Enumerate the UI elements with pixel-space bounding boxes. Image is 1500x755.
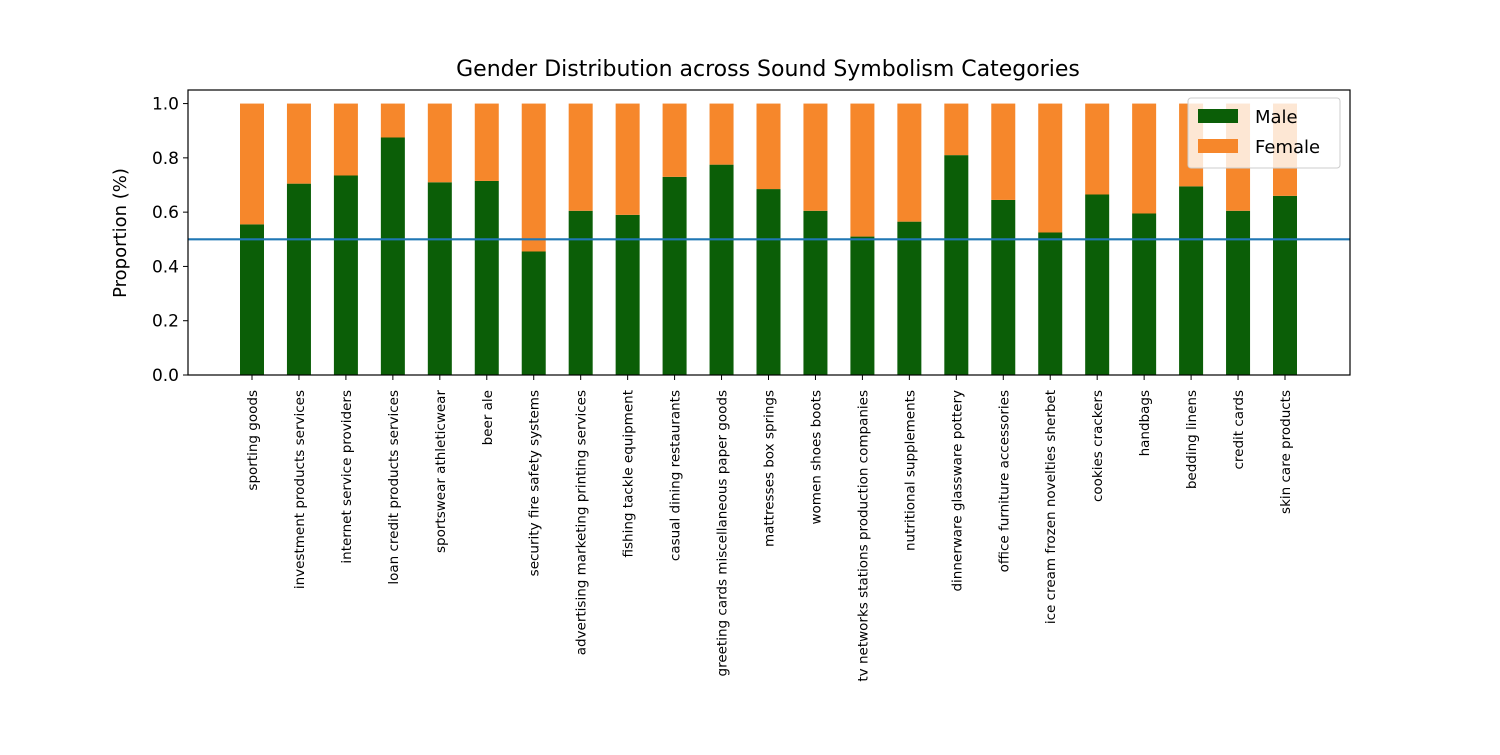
- bar-male-7: [568, 210, 593, 375]
- bar-male-18: [1085, 194, 1110, 375]
- bar-female-12: [803, 103, 828, 211]
- y-tick-label: 0.0: [152, 366, 179, 386]
- bar-male-10: [709, 164, 734, 375]
- bar-male-14: [897, 221, 922, 375]
- bar-male-20: [1179, 186, 1204, 375]
- x-tick-label: loan credit products services: [386, 390, 402, 585]
- y-tick-label: 1.0: [152, 95, 179, 115]
- bar-female-16: [991, 103, 1016, 200]
- y-axis-label: Proportion (%): [110, 168, 131, 298]
- x-tick-label: greeting cards miscellaneous paper goods: [715, 390, 731, 677]
- bar-male-22: [1273, 195, 1297, 375]
- bar-female-4: [427, 103, 452, 183]
- x-tick-label: credit cards: [1231, 390, 1247, 470]
- x-tick-label: sportswear athleticwear: [433, 390, 449, 553]
- bar-male-15: [944, 155, 969, 375]
- chart-title: Gender Distribution across Sound Symboli…: [456, 57, 1080, 82]
- bar-female-6: [521, 103, 546, 252]
- bar-female-14: [897, 103, 922, 222]
- bar-male-11: [756, 189, 781, 375]
- x-tick-label: tv networks stations production companie…: [855, 390, 871, 682]
- x-tick-label: women shoes boots: [808, 390, 824, 525]
- bar-female-8: [615, 103, 640, 215]
- bar-male-4: [427, 182, 452, 375]
- bar-male-19: [1132, 213, 1157, 375]
- bar-female-17: [1038, 103, 1063, 233]
- x-tick-label: fishing tackle equipment: [621, 390, 637, 557]
- bar-male-1: [286, 183, 311, 375]
- bar-male-12: [803, 210, 828, 375]
- bar-male-0: [240, 224, 264, 375]
- bar-male-13: [850, 236, 875, 375]
- bar-male-21: [1226, 210, 1251, 375]
- legend: Male Female: [1187, 97, 1341, 169]
- x-ticks-layer: sporting goods investment products servic…: [245, 375, 1294, 682]
- bar-female-19: [1132, 103, 1157, 214]
- bar-female-0: [240, 103, 264, 225]
- bars-layer: [240, 103, 1297, 375]
- bar-male-3: [380, 137, 405, 375]
- bar-male-5: [474, 180, 499, 375]
- bar-female-5: [474, 103, 499, 181]
- x-tick-label: beer ale: [480, 390, 496, 445]
- bar-female-3: [380, 103, 405, 138]
- x-tick-label: bedding linens: [1184, 390, 1200, 489]
- bar-female-1: [286, 103, 311, 184]
- x-tick-label: advertising marketing printing services: [574, 390, 590, 655]
- y-tick-label: 0.8: [152, 149, 179, 169]
- x-tick-label: dinnerware glassware pottery: [949, 390, 965, 592]
- bar-female-15: [944, 103, 969, 156]
- y-tick-label: 0.6: [152, 203, 179, 223]
- bar-male-16: [991, 199, 1016, 375]
- legend-swatch-female: [1198, 139, 1238, 153]
- x-tick-label: skin care products: [1278, 390, 1294, 514]
- x-tick-label: security fire safety systems: [527, 390, 543, 576]
- legend-label-female: Female: [1255, 137, 1320, 158]
- bar-male-6: [521, 251, 546, 375]
- bar-female-7: [568, 103, 593, 211]
- x-tick-label: handbags: [1137, 390, 1153, 456]
- bar-male-2: [333, 175, 358, 375]
- x-tick-label: cookies crackers: [1090, 390, 1106, 502]
- bar-female-2: [333, 103, 358, 176]
- bar-male-9: [662, 176, 687, 375]
- y-tick-label: 0.2: [152, 312, 179, 332]
- x-tick-label: mattresses box springs: [762, 390, 778, 547]
- bar-female-10: [709, 103, 734, 165]
- legend-swatch-male: [1198, 109, 1238, 123]
- x-tick-label: office furniture accessories: [996, 390, 1012, 572]
- bar-female-9: [662, 103, 687, 177]
- x-tick-label: nutritional supplements: [902, 390, 918, 551]
- legend-label-male: Male: [1255, 107, 1298, 128]
- x-tick-label: investment products services: [292, 390, 308, 589]
- bar-female-11: [756, 103, 781, 190]
- x-tick-label: casual dining restaurants: [668, 390, 684, 561]
- bar-female-13: [850, 103, 875, 237]
- y-tick-label: 0.4: [152, 257, 179, 277]
- bar-male-8: [615, 214, 640, 375]
- x-tick-label: ice cream frozen novelties sherbet: [1043, 390, 1059, 624]
- x-tick-label: internet service providers: [339, 390, 355, 564]
- x-tick-label: sporting goods: [245, 390, 261, 491]
- bar-female-18: [1085, 103, 1110, 195]
- y-ticks-layer: 0.0 0.2 0.4 0.6 0.8 1.0: [152, 95, 188, 386]
- bar-male-17: [1038, 232, 1063, 375]
